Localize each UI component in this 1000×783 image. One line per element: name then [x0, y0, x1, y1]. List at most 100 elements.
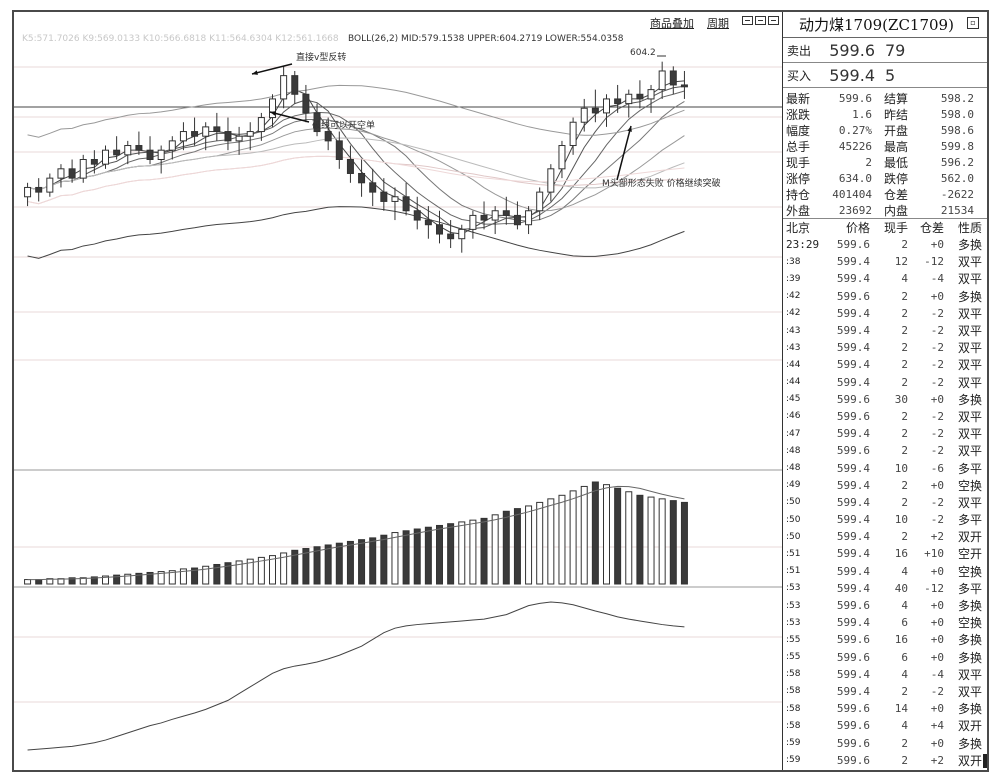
volume-bar	[157, 571, 165, 585]
tick-time: :42	[786, 308, 801, 319]
tick-price: 599.6	[836, 650, 870, 664]
candle-body	[614, 98, 622, 105]
tick-time: :44	[786, 377, 801, 388]
volume-bar	[113, 574, 121, 585]
annotation-v-reversal: 直接v型反转	[296, 53, 347, 63]
volume-bar	[513, 508, 521, 585]
tick-list[interactable]: 23:29 599.6 2 +0 多换:38 599.4 12 -12 双平:39 599.4 4 -…	[783, 236, 987, 769]
layout-c-icon[interactable]	[768, 16, 779, 25]
stat-row: 总手 45226 最高 599.8	[783, 138, 987, 154]
stat-value: 2	[865, 155, 872, 169]
stat-row: 涨跌 1.6 昨结 598.0	[783, 106, 987, 122]
tick-nature: 多平	[957, 513, 982, 528]
boll-indicator-readout: BOLL(26,2) MID:579.1538 UPPER:604.2719 L…	[348, 34, 624, 44]
tick-nature: 空换	[957, 564, 982, 579]
tick-time: :47	[786, 428, 801, 439]
tick-price: 599.4	[836, 306, 870, 320]
stat-label-2: 结算	[884, 91, 909, 106]
tick-volume: 4	[901, 719, 908, 733]
candle-body	[246, 131, 254, 137]
tick-row: :51 599.4 16 +10 空开	[783, 545, 987, 562]
stat-label-2: 仓差	[884, 187, 909, 202]
tick-volume: 6	[901, 616, 908, 630]
layout-a-icon[interactable]	[742, 16, 753, 25]
tick-nature: 空开	[957, 547, 982, 562]
tick-oi-change: +0	[930, 564, 944, 578]
tick-volume: 2	[901, 495, 908, 509]
tick-nature: 双开	[957, 753, 982, 768]
candle-body	[558, 145, 566, 170]
candle-body	[658, 70, 666, 91]
candle-body	[213, 126, 221, 133]
candle-body	[491, 210, 499, 221]
volume-bar	[658, 498, 666, 585]
col-time-header: 北京	[786, 221, 811, 235]
stat-label: 最新	[786, 91, 811, 106]
tick-scrollbar[interactable]	[983, 754, 987, 768]
tick-nature: 双开	[957, 719, 982, 734]
tick-volume: 16	[894, 633, 908, 647]
volume-bar	[558, 494, 566, 585]
arrow-short-entry-head	[270, 111, 276, 116]
candle-body	[280, 75, 288, 100]
chart-canvas	[14, 55, 782, 751]
tick-time: :50	[786, 531, 801, 542]
candle-body	[135, 145, 143, 151]
tick-time: :53	[786, 617, 801, 628]
panel-close-icon[interactable]: ▫	[967, 17, 979, 29]
stat-label-2: 跌停	[884, 171, 909, 186]
tick-volume: 16	[894, 547, 908, 561]
volume-bar	[402, 530, 410, 585]
stat-label-2: 最高	[884, 139, 909, 154]
tick-nature: 多平	[957, 581, 982, 596]
volume-bar	[102, 575, 109, 585]
tick-row: :44 599.4 2 -2 双平	[783, 374, 987, 391]
candle-body	[469, 214, 477, 230]
candle-body	[525, 210, 533, 226]
volume-bar	[502, 510, 510, 585]
arrow-m-top	[616, 125, 632, 181]
col-nature-header: 性质	[957, 221, 982, 235]
stat-label: 总手	[786, 139, 811, 154]
candle-body	[580, 107, 588, 123]
candle-body	[57, 168, 65, 179]
top-price-label: 604.2	[630, 48, 656, 58]
volume-bar	[35, 579, 43, 585]
tick-oi-change: +0	[930, 238, 944, 252]
tick-row: :42 599.6 2 +0 多换	[783, 288, 987, 305]
tick-row: :58 599.4 4 -4 双平	[783, 666, 987, 683]
candle-body	[79, 159, 87, 179]
tick-time: :43	[786, 325, 801, 336]
stat-value-2: 562.0	[940, 171, 974, 185]
volume-bar	[24, 579, 32, 585]
candle-body	[358, 172, 366, 184]
tick-price: 599.4	[836, 684, 870, 698]
tick-price: 599.6	[836, 719, 870, 733]
volume-bar	[491, 514, 499, 585]
tick-oi-change: -2	[930, 427, 944, 441]
tick-price: 599.6	[836, 238, 870, 252]
tick-row: :48 599.4 10 -6 多平	[783, 459, 987, 476]
volume-bar	[257, 556, 265, 585]
tick-volume: 2	[901, 684, 908, 698]
volume-bar	[68, 577, 76, 585]
overlay-commodity-button[interactable]: 商品叠加	[650, 17, 694, 30]
stat-row: 持仓 401404 仓差 -2622	[783, 186, 987, 202]
stat-value: 599.6	[838, 91, 872, 105]
stat-value: 401404	[832, 187, 872, 201]
candle-body	[513, 214, 521, 226]
tick-row: :55 599.6 16 +0 多换	[783, 631, 987, 648]
layout-b-icon[interactable]	[755, 16, 766, 25]
tick-row: :47 599.4 2 -2 双平	[783, 425, 987, 442]
candle-body	[269, 98, 276, 119]
candle-body	[458, 228, 466, 240]
period-button[interactable]: 周期	[707, 17, 729, 30]
tick-nature: 双开	[957, 530, 982, 545]
volume-bar	[269, 555, 276, 585]
tick-row: :43 599.4 2 -2 双平	[783, 322, 987, 339]
stat-label: 现手	[786, 155, 811, 170]
candle-body	[24, 186, 32, 198]
candle-body	[603, 98, 610, 114]
tick-oi-change: -2	[930, 324, 944, 338]
ma-line	[27, 90, 685, 225]
